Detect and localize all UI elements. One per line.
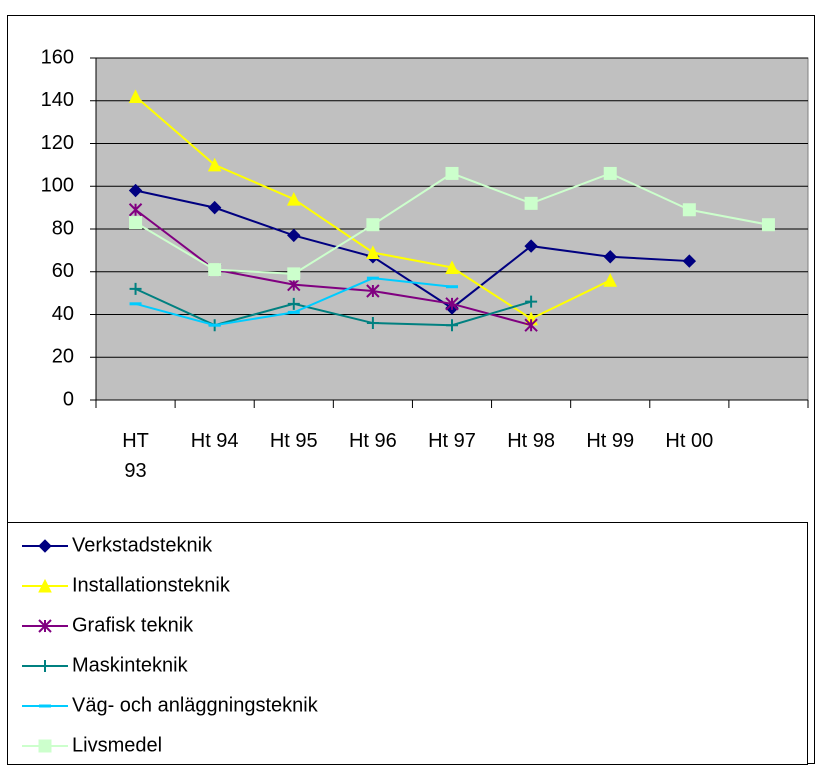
x-tick-label: Ht 99	[586, 430, 635, 452]
legend-label: Livsmedel	[72, 734, 162, 756]
legend-label: Installationsteknik	[72, 574, 231, 596]
x-tick-label: Ht 96	[348, 430, 397, 452]
marker	[446, 319, 458, 332]
marker	[366, 218, 380, 232]
series	[129, 282, 538, 332]
x-tick-label: Ht 97	[428, 430, 476, 452]
series-line	[134, 208, 532, 327]
marker	[128, 203, 143, 217]
marker	[524, 239, 538, 253]
marker	[682, 254, 697, 268]
series	[129, 166, 775, 281]
series-line	[135, 287, 532, 327]
marker	[366, 317, 379, 330]
marker	[39, 660, 51, 672]
marker	[128, 89, 143, 103]
y-tick-label: 100	[41, 175, 74, 197]
legend-label: Verkstadsteknik	[72, 534, 213, 556]
marker	[286, 191, 301, 206]
marker	[38, 739, 52, 753]
marker	[208, 263, 222, 277]
y-tick-label: 80	[52, 217, 74, 239]
marker	[603, 273, 618, 287]
marker	[366, 284, 380, 298]
marker	[287, 277, 301, 292]
y-tick-label: 120	[41, 132, 74, 154]
marker	[761, 218, 775, 232]
marker	[524, 318, 538, 332]
y-tick-label: 20	[52, 346, 74, 368]
marker	[366, 245, 380, 260]
marker	[287, 267, 301, 281]
marker	[129, 282, 142, 295]
marker	[38, 578, 52, 593]
legend-box	[7, 522, 808, 765]
marker	[207, 157, 222, 172]
y-tick-label: 140	[41, 89, 74, 111]
legend-label: Väg- och anläggningsteknik	[72, 694, 319, 716]
marker	[38, 539, 52, 553]
marker	[287, 228, 301, 243]
marker	[445, 297, 459, 311]
marker	[207, 200, 222, 215]
marker	[128, 183, 143, 198]
marker	[603, 166, 617, 180]
y-tick-label: 60	[52, 260, 74, 282]
marker	[603, 250, 617, 264]
x-tick-label: Ht 98	[507, 430, 556, 452]
legend-label: Maskinteknik	[72, 654, 189, 676]
x-tick-label: HT 93	[122, 430, 149, 482]
y-tick-label: 40	[52, 303, 74, 325]
x-tick-label: Ht 00	[665, 430, 714, 452]
legend-label: Grafisk teknik	[72, 614, 194, 636]
marker	[524, 196, 538, 210]
marker	[38, 619, 52, 633]
marker	[682, 203, 696, 217]
x-tick-label: Ht 94	[190, 430, 239, 452]
y-tick-label: 160	[41, 46, 74, 68]
x-tick-label: Ht 95	[269, 430, 318, 452]
y-tick-label: 0	[63, 388, 74, 410]
marker	[129, 216, 143, 230]
series	[129, 276, 458, 327]
marker	[445, 166, 459, 180]
marker	[287, 297, 300, 310]
marker	[525, 295, 538, 308]
marker	[445, 260, 459, 274]
